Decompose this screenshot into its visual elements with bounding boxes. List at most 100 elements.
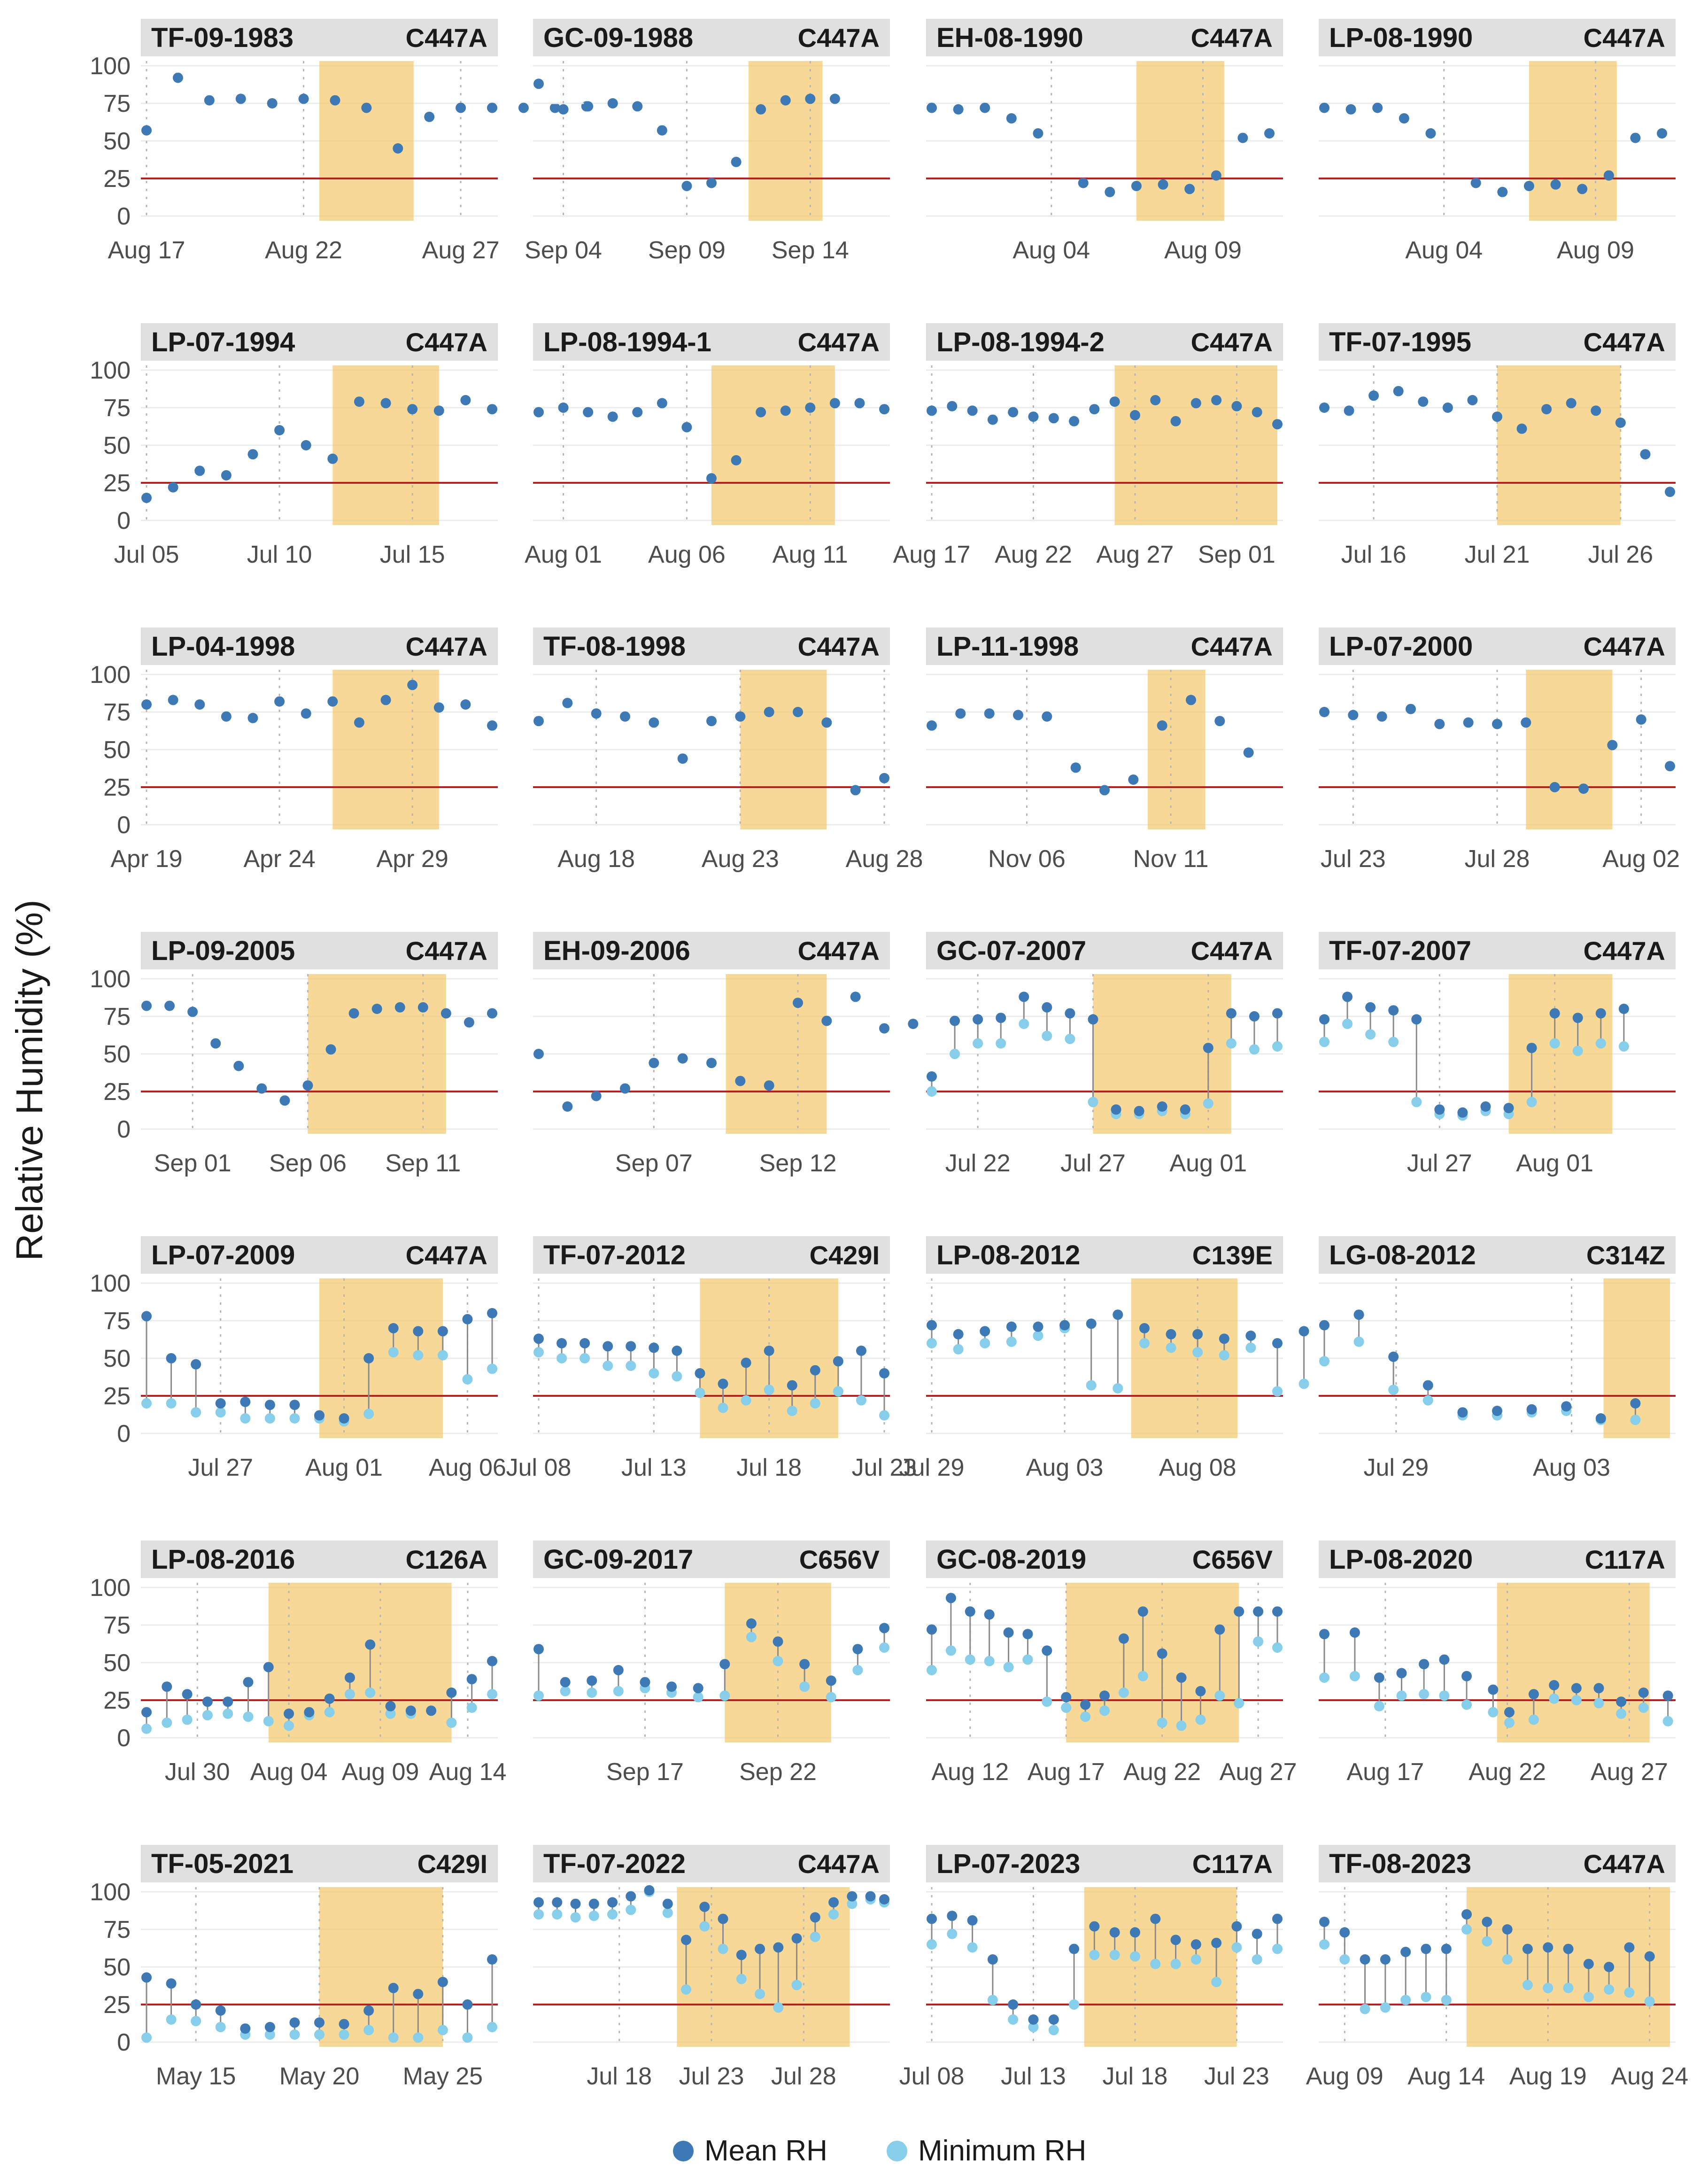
mean-rh-point — [166, 1353, 177, 1363]
highlight-period — [677, 1887, 850, 2047]
min-rh-point — [1176, 1720, 1187, 1731]
mean-rh-point — [1157, 720, 1167, 731]
panel-code: C447A — [406, 327, 487, 357]
mean-rh-point — [1400, 1947, 1411, 1957]
mean-rh-point — [388, 1323, 399, 1333]
mean-rh-point — [1033, 128, 1043, 139]
mean-rh-point — [1190, 398, 1201, 409]
mean-rh-point — [533, 1049, 544, 1059]
mean-rh-point — [1195, 1686, 1206, 1696]
min-rh-point — [810, 1398, 820, 1409]
panel-strip — [1319, 19, 1676, 56]
mean-rh-point — [973, 1014, 983, 1025]
highlight-period — [319, 1887, 443, 2047]
min-rh-point — [718, 1402, 728, 1413]
panel-strip — [141, 932, 498, 969]
min-rh-point — [1192, 1347, 1203, 1358]
mean-rh-point — [202, 1696, 213, 1707]
min-rh-point — [223, 1708, 233, 1719]
panel-code: C447A — [1584, 327, 1665, 357]
mean-rh-point — [1048, 413, 1059, 424]
panel: LP-04-1998 C447A Apr 19 Apr 24 Apr 29 0 25 50 75… — [90, 627, 498, 873]
min-rh-point — [826, 1692, 836, 1703]
mean-rh-point — [967, 1915, 978, 1926]
min-rh-point — [945, 1645, 956, 1656]
min-rh-point — [1088, 1097, 1098, 1107]
mean-rh-point — [1139, 1323, 1150, 1333]
min-rh-point — [1549, 1038, 1560, 1049]
min-rh-point — [1644, 1996, 1655, 2007]
mean-rh-point — [1434, 1104, 1445, 1115]
mean-rh-point — [677, 753, 688, 764]
mean-rh-point — [284, 1708, 294, 1719]
min-rh-point — [856, 1395, 866, 1406]
min-rh-point — [264, 2029, 275, 2040]
x-tick-label: Jul 30 — [165, 1758, 230, 1786]
highlight-period — [1114, 365, 1277, 525]
min-rh-point — [1319, 1939, 1329, 1950]
mean-rh-point — [168, 695, 178, 705]
y-tick-label: 100 — [90, 661, 131, 689]
min-rh-point — [289, 1413, 300, 1424]
mean-rh-point — [945, 1593, 956, 1603]
x-tick-label: Aug 18 — [557, 845, 635, 873]
highlight-period — [1603, 1278, 1670, 1438]
mean-rh-point — [1234, 1606, 1244, 1617]
mean-rh-point — [1226, 1008, 1237, 1019]
y-tick-label: 0 — [117, 1725, 131, 1752]
min-rh-point — [1214, 1690, 1225, 1701]
mean-rh-point — [718, 1913, 728, 1924]
mean-rh-point — [787, 1380, 797, 1391]
panel-strip — [926, 1236, 1283, 1274]
min-rh-point — [1252, 1954, 1262, 1965]
mean-rh-point — [607, 98, 618, 108]
mean-rh-point — [1170, 416, 1181, 426]
mean-rh-point — [706, 716, 717, 727]
mean-rh-point — [1170, 1935, 1181, 1945]
min-rh-point — [693, 1692, 703, 1703]
mean-rh-point — [1048, 2014, 1059, 2025]
mean-rh-point — [1150, 395, 1161, 405]
x-tick-label: Sep 06 — [269, 1150, 347, 1177]
min-rh-point — [560, 1686, 571, 1696]
mean-rh-point — [1504, 1707, 1515, 1718]
min-rh-point — [1624, 1987, 1635, 1998]
mean-rh-point — [1376, 711, 1387, 722]
mean-rh-point — [302, 1080, 313, 1091]
mean-rh-point — [533, 1897, 544, 1908]
mean-rh-point — [764, 1080, 774, 1091]
panel-code: C447A — [798, 23, 880, 53]
mean-rh-point — [657, 125, 667, 136]
y-tick-label: 50 — [103, 1345, 131, 1372]
min-rh-point — [987, 1995, 998, 2005]
y-tick-label: 75 — [103, 1612, 131, 1639]
min-rh-point — [1048, 2025, 1059, 2036]
mean-rh-point — [256, 1083, 267, 1094]
mean-rh-point — [327, 696, 338, 707]
x-tick-label: Jul 18 — [1103, 2063, 1168, 2090]
mean-rh-point — [1111, 1104, 1121, 1115]
panel-strip — [1319, 1845, 1676, 1882]
y-tick-label: 25 — [103, 1991, 131, 2019]
mean-rh-point — [1457, 1107, 1468, 1118]
min-rh-point — [773, 1656, 783, 1666]
highlight-period — [740, 670, 827, 829]
panel-code: C447A — [406, 1240, 487, 1270]
min-rh-point — [1042, 1030, 1052, 1041]
x-tick-label: Jul 29 — [899, 1454, 965, 1481]
min-rh-point — [773, 2002, 784, 2013]
mean-rh-point — [560, 1677, 571, 1688]
mean-rh-point — [591, 1091, 602, 1101]
mean-rh-point — [141, 493, 152, 503]
panel: LP-08-2016 C126A Jul 30 Aug 04 Aug 09 Aug 14 0… — [90, 1540, 506, 1786]
panel-strip — [533, 1236, 890, 1274]
mean-rh-point — [204, 95, 215, 106]
mean-rh-point — [953, 1329, 964, 1339]
mean-rh-point — [1065, 1008, 1075, 1019]
mean-rh-point — [1113, 1309, 1123, 1320]
min-rh-point — [1360, 2004, 1370, 2014]
mean-rh-point — [426, 1705, 437, 1716]
min-rh-point — [1113, 1383, 1123, 1393]
mean-rh-point — [1272, 1008, 1283, 1019]
mean-rh-point — [649, 1342, 659, 1353]
